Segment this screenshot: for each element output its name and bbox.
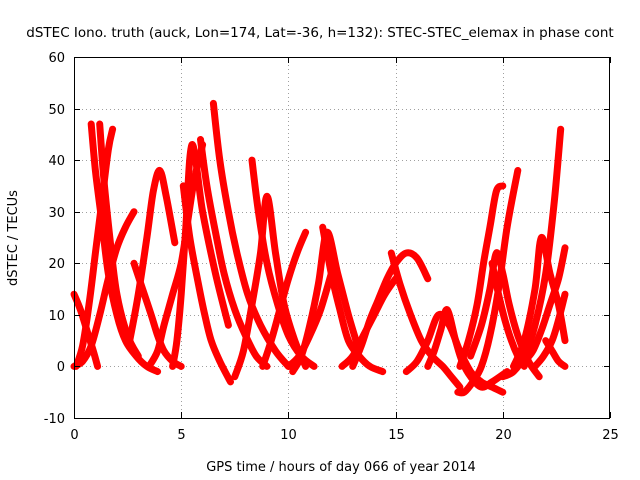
series-line-32	[542, 337, 569, 370]
series-line-20	[349, 249, 432, 370]
series-layer	[70, 99, 569, 397]
y-tick-label: -10	[44, 412, 65, 427]
series-line-14	[231, 192, 310, 381]
x-tick-label: 0	[70, 428, 78, 443]
y-tick-label: 10	[48, 309, 65, 324]
y-tick-label: 0	[57, 360, 65, 375]
series-line-25	[456, 182, 507, 370]
y-tick-label: 20	[48, 257, 65, 272]
series-line-10	[179, 182, 234, 386]
series-line-11	[197, 136, 271, 370]
y-tick-label: 40	[48, 154, 65, 169]
x-tick-label: 25	[602, 428, 619, 443]
series-line-24	[454, 167, 522, 397]
series-line-28	[499, 125, 565, 381]
x-tick-label: 15	[388, 428, 405, 443]
series-line-5	[72, 125, 117, 370]
x-tick-label: 5	[177, 428, 185, 443]
y-tick-label: 30	[48, 206, 65, 221]
series-line-15	[259, 228, 310, 370]
series-line-9	[169, 141, 232, 370]
x-tick-label: 10	[280, 428, 297, 443]
series-line-31	[531, 290, 569, 370]
series-line-7	[126, 167, 179, 345]
series-line-29	[510, 233, 569, 370]
plot-frame	[74, 57, 610, 419]
y-axis-label: dSTEC / TECUs	[6, 190, 21, 286]
series-line-8	[145, 141, 207, 370]
chart-title: dSTEC Iono. truth (auck, Lon=174, Lat=-3…	[26, 25, 613, 41]
y-tick-label: 50	[48, 103, 65, 118]
series-line-30	[520, 244, 569, 365]
series-line-18	[284, 270, 335, 370]
series-line-3	[87, 120, 162, 376]
x-tick-label: 20	[495, 428, 512, 443]
x-axis-label: GPS time / hours of day 066 of year 2014	[206, 460, 476, 475]
series-line-2	[70, 208, 138, 370]
y-tick-label: 60	[48, 51, 65, 66]
axis-ticks: -10 0 10 20 30 40 50 60 0 5 10 15 20 25	[44, 51, 619, 443]
series-line-12	[209, 99, 292, 370]
series-line-23	[424, 306, 511, 391]
